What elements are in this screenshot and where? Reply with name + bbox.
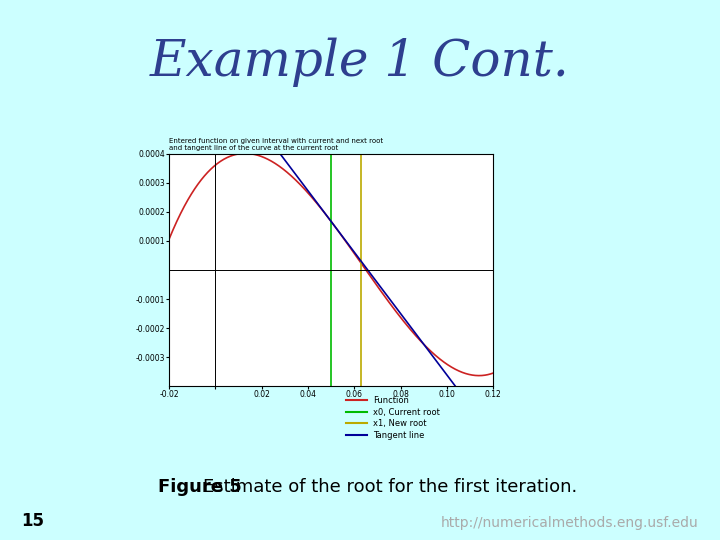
Function xyxy=(312,199,320,206)
Text: 15: 15 xyxy=(22,512,45,530)
Tangent line xyxy=(489,433,498,440)
Tangent line xyxy=(166,5,175,11)
Function xyxy=(489,370,498,376)
Line: Tangent line: Tangent line xyxy=(169,6,493,436)
Function xyxy=(382,295,390,301)
Text: Figure 5: Figure 5 xyxy=(158,478,248,496)
Function xyxy=(474,373,483,379)
Tangent line xyxy=(356,258,365,264)
Tangent line xyxy=(358,259,366,266)
Function xyxy=(410,330,418,336)
Function xyxy=(240,150,249,157)
Function xyxy=(356,259,365,266)
Text: http://numericalmethods.eng.usf.edu: http://numericalmethods.eng.usf.edu xyxy=(441,516,698,530)
Line: Function: Function xyxy=(169,153,493,376)
Text: Estimate of the root for the first iteration.: Estimate of the root for the first itera… xyxy=(203,478,577,496)
Text: Example 1 Cont.: Example 1 Cont. xyxy=(150,38,570,87)
Tangent line xyxy=(165,3,174,10)
Tangent line xyxy=(459,393,467,400)
Function xyxy=(165,235,174,242)
Tangent line xyxy=(438,366,446,372)
Tangent line xyxy=(363,266,372,273)
Text: Entered function on given interval with current and next root
and tangent line o: Entered function on given interval with … xyxy=(169,138,383,151)
Function xyxy=(248,151,257,157)
Function xyxy=(222,154,231,161)
Legend: Function, x0, Current root, x1, New root, Tangent line: Function, x0, Current root, x1, New root… xyxy=(343,393,444,443)
